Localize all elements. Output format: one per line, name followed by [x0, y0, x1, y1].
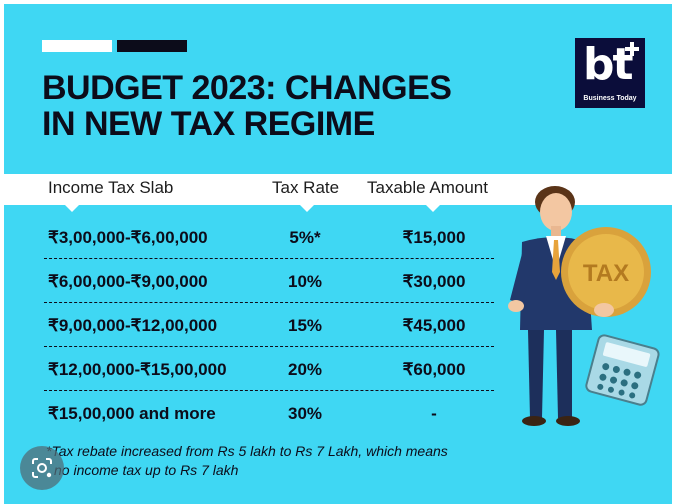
slab-cell: ₹9,00,000-₹12,00,000: [48, 316, 218, 335]
rate-cell: 20%: [287, 360, 323, 379]
header-background: [4, 4, 672, 174]
footnote-line-1: *Tax rebate increased from Rs 5 lakh to …: [46, 443, 448, 459]
slab-cell: ₹12,00,000-₹15,00,000: [48, 360, 227, 379]
rate-cell: 5%*: [289, 228, 321, 247]
rate-cell: 10%: [287, 272, 323, 291]
slab-cell: ₹15,00,000 and more: [48, 404, 216, 423]
amount-cell: ₹30,000: [402, 272, 466, 291]
lens-search-icon: [32, 458, 52, 478]
table-row: ₹6,00,000-₹9,00,000 10% ₹30,000: [44, 259, 494, 303]
table-row: ₹12,00,000-₹15,00,000 20% ₹60,000: [44, 347, 494, 391]
slab-cell: ₹6,00,000-₹9,00,000: [48, 272, 208, 291]
businessman-illustration: TAX: [508, 186, 660, 426]
title-line-2: IN NEW TAX REGIME: [42, 105, 375, 143]
table-row: ₹3,00,000-₹6,00,000 5%* ₹15,000: [44, 215, 494, 259]
title-line-1: BUDGET 2023: CHANGES: [42, 69, 452, 107]
header-pointer-icon: [426, 205, 440, 212]
footnote-line-2: no income tax up to Rs 7 lakh: [54, 462, 239, 478]
rate-cell: 15%: [287, 316, 323, 335]
header-pointer-icon: [65, 205, 79, 212]
rate-cell: 30%: [287, 404, 323, 423]
business-today-logo: bt Business Today: [575, 38, 645, 108]
table-row: ₹9,00,000-₹12,00,000 15% ₹45,000: [44, 303, 494, 347]
header-pointer-icon: [300, 205, 314, 212]
column-header-slab: Income Tax Slab: [48, 178, 174, 197]
footnote: *Tax rebate increased from Rs 5 lakh to …: [46, 442, 486, 480]
lens-search-button[interactable]: [20, 446, 64, 490]
column-header-rate: Tax Rate: [272, 178, 340, 197]
column-header-amount: Taxable Amount: [367, 178, 488, 197]
amount-cell: ₹45,000: [402, 316, 466, 335]
page-title: BUDGET 2023: CHANGES IN NEW TAX REGIME: [42, 70, 522, 142]
logo-name: Business Today: [583, 95, 637, 102]
logo-plus-icon: [625, 42, 639, 56]
amount-cell: -: [431, 404, 437, 423]
amount-cell: ₹60,000: [402, 360, 466, 379]
accent-bar-black: [117, 40, 187, 52]
amount-cell: ₹15,000: [402, 228, 466, 247]
table-row: ₹15,00,000 and more 30% -: [44, 391, 494, 435]
calculator-icon: [585, 334, 660, 406]
coin-label: TAX: [583, 260, 629, 287]
slab-cell: ₹3,00,000-₹6,00,000: [48, 228, 208, 247]
accent-bar-white: [42, 40, 112, 52]
